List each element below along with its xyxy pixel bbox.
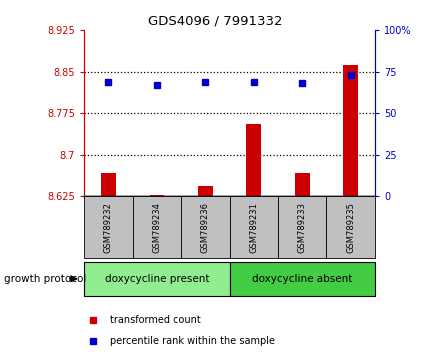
Text: GSM789233: GSM789233 (297, 202, 306, 253)
Text: GDS4096 / 7991332: GDS4096 / 7991332 (148, 14, 282, 27)
Text: GSM789232: GSM789232 (104, 202, 113, 253)
Text: doxycycline absent: doxycycline absent (252, 274, 352, 284)
Text: GSM789235: GSM789235 (345, 202, 354, 253)
Bar (181, 196, 229, 258)
Bar (197, 187, 212, 196)
Text: growth protocol: growth protocol (4, 274, 86, 284)
Text: GSM789231: GSM789231 (249, 202, 258, 253)
Text: doxycycline present: doxycycline present (104, 274, 209, 284)
Bar (229, 196, 277, 258)
Bar (84, 196, 132, 258)
Bar (343, 65, 357, 196)
Bar (229, 262, 374, 296)
Text: transformed count: transformed count (110, 315, 200, 325)
Text: GSM789234: GSM789234 (152, 202, 161, 253)
Bar (84, 262, 229, 296)
Text: percentile rank within the sample: percentile rank within the sample (110, 336, 275, 346)
Bar (246, 124, 261, 196)
Bar (132, 196, 181, 258)
Text: GSM789236: GSM789236 (200, 202, 209, 253)
Bar (277, 196, 326, 258)
Bar (149, 195, 164, 196)
Bar (326, 196, 374, 258)
Bar (101, 173, 115, 196)
Bar (294, 173, 309, 196)
